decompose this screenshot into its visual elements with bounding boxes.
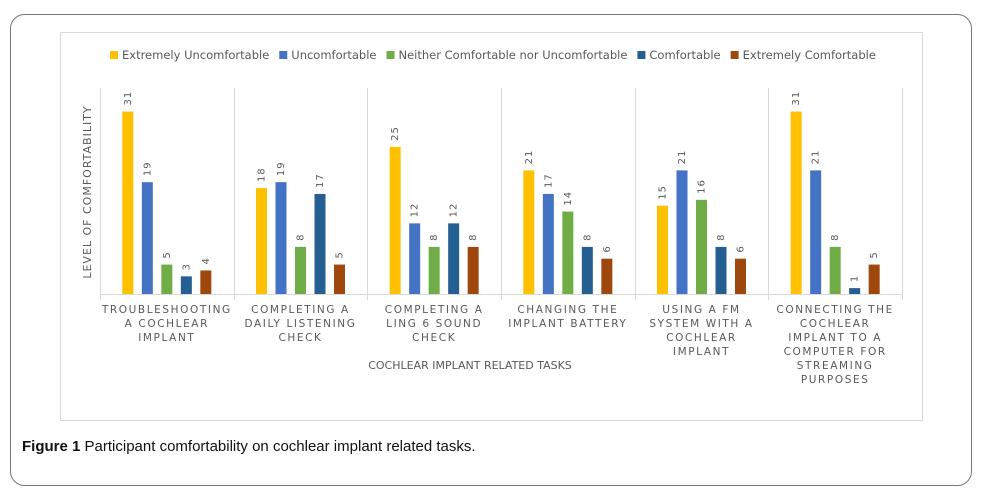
legend-swatch [110, 51, 118, 59]
legend-swatch [386, 51, 395, 59]
data-label: 25 [390, 126, 401, 141]
bar [275, 182, 287, 294]
legend-label: Comfortable [649, 48, 720, 62]
legend-label: Extremely Uncomfortable [122, 48, 269, 62]
caption-text: Participant comfortability on cochlear i… [84, 438, 476, 455]
caption-label: Figure 1 [22, 438, 81, 455]
data-label: 21 [524, 150, 535, 165]
data-label: 5 [869, 251, 880, 258]
bar [562, 211, 574, 294]
legend-swatch [279, 51, 288, 59]
bar [849, 288, 861, 294]
data-label: 21 [677, 150, 688, 165]
data-label: 31 [123, 91, 134, 106]
x-tick-label: TROUBLESHOOTING A COCHLEAR IMPLANT [101, 304, 232, 344]
figure-frame [10, 14, 972, 486]
data-label: 6 [736, 245, 747, 252]
data-label: 8 [582, 234, 593, 241]
bar [657, 205, 668, 294]
caption: Figure 1 Participant comfortability on c… [22, 438, 476, 455]
x-tick-label: CONNECTING THE COCHLEAR IMPLANT TO A COM… [776, 304, 894, 386]
bar [676, 170, 688, 294]
bar [122, 111, 134, 295]
bar [428, 246, 440, 294]
data-label: 15 [658, 185, 669, 200]
x-tick-label: COMPLETING A LING 6 SOUND CHECK [384, 304, 484, 344]
y-axis-label: LEVEL OF COMFORTABILITY [81, 105, 94, 278]
bar [523, 170, 535, 294]
data-label: 12 [410, 203, 421, 218]
bar [715, 246, 727, 294]
bar [601, 258, 613, 294]
legend-swatch [637, 51, 646, 59]
bar [735, 258, 746, 294]
data-label: 16 [697, 179, 708, 194]
data-label: 8 [830, 234, 841, 241]
data-label: 3 [181, 263, 192, 270]
data-label: 19 [276, 161, 287, 176]
bar [829, 246, 841, 294]
data-label: 31 [791, 91, 802, 106]
bar [810, 170, 822, 294]
data-label: 17 [315, 173, 326, 188]
bar [467, 246, 479, 294]
bar [141, 182, 153, 294]
data-label: 8 [429, 234, 440, 241]
bar [200, 270, 212, 294]
bar [542, 193, 554, 294]
data-label: 19 [142, 161, 153, 176]
data-label: 4 [201, 257, 212, 264]
bar [389, 146, 401, 294]
x-tick-label: USING A FM SYSTEM WITH A COCHLEAR IMPLAN… [649, 304, 754, 358]
x-axis-label: COCHLEAR IMPLANT RELATED TASKS [368, 359, 572, 372]
data-label: 8 [716, 234, 727, 241]
data-label: 17 [543, 173, 554, 188]
data-label: 12 [449, 203, 460, 218]
chart-frame [60, 32, 923, 421]
data-label: 14 [563, 191, 574, 206]
bar [868, 264, 880, 294]
legend-label: Neither Comfortable nor Uncomfortable [399, 48, 628, 62]
bar [161, 264, 173, 294]
legend-label: Extremely Comfortable [743, 48, 876, 62]
bar [409, 223, 421, 294]
bar [448, 223, 460, 294]
bar [180, 276, 192, 294]
bar [790, 111, 802, 295]
legend-label: Uncomfortable [291, 48, 376, 62]
data-label: 5 [335, 251, 346, 258]
bar [295, 246, 306, 294]
bar [334, 264, 345, 294]
legend-swatch [730, 51, 739, 59]
x-tick-label: CHANGING THE IMPLANT BATTERY [508, 304, 628, 330]
data-label: 21 [811, 150, 822, 165]
data-label: 18 [257, 167, 268, 182]
bar [581, 246, 593, 294]
x-tick-label: COMPLETING A DAILY LISTENING CHECK [244, 304, 357, 344]
bar [696, 199, 707, 294]
data-label: 6 [602, 245, 613, 252]
bar [256, 188, 267, 294]
data-label: 8 [296, 234, 307, 241]
data-label: 8 [468, 234, 479, 241]
data-label: 1 [850, 275, 861, 282]
data-label: 5 [162, 251, 173, 258]
bar [314, 193, 326, 294]
